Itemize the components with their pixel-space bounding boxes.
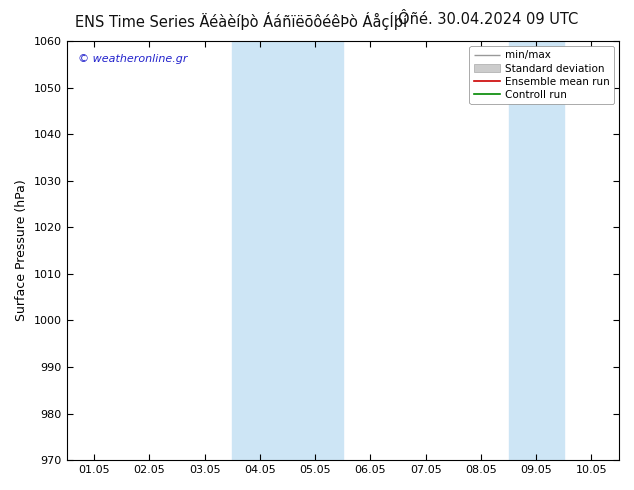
Text: ENS Time Series Äéàèíþò ÁáñïëõôéêÞò ÁåçÍþí: ENS Time Series Äéàèíþò ÁáñïëõôéêÞò ÁåçÍ… <box>75 12 407 30</box>
Y-axis label: Surface Pressure (hPa): Surface Pressure (hPa) <box>15 180 28 321</box>
Text: Ôñé. 30.04.2024 09 UTC: Ôñé. 30.04.2024 09 UTC <box>398 12 578 27</box>
Bar <box>232 41 343 460</box>
Text: © weatheronline.gr: © weatheronline.gr <box>77 53 187 64</box>
Bar <box>508 41 564 460</box>
Legend: min/max, Standard deviation, Ensemble mean run, Controll run: min/max, Standard deviation, Ensemble me… <box>469 46 614 104</box>
